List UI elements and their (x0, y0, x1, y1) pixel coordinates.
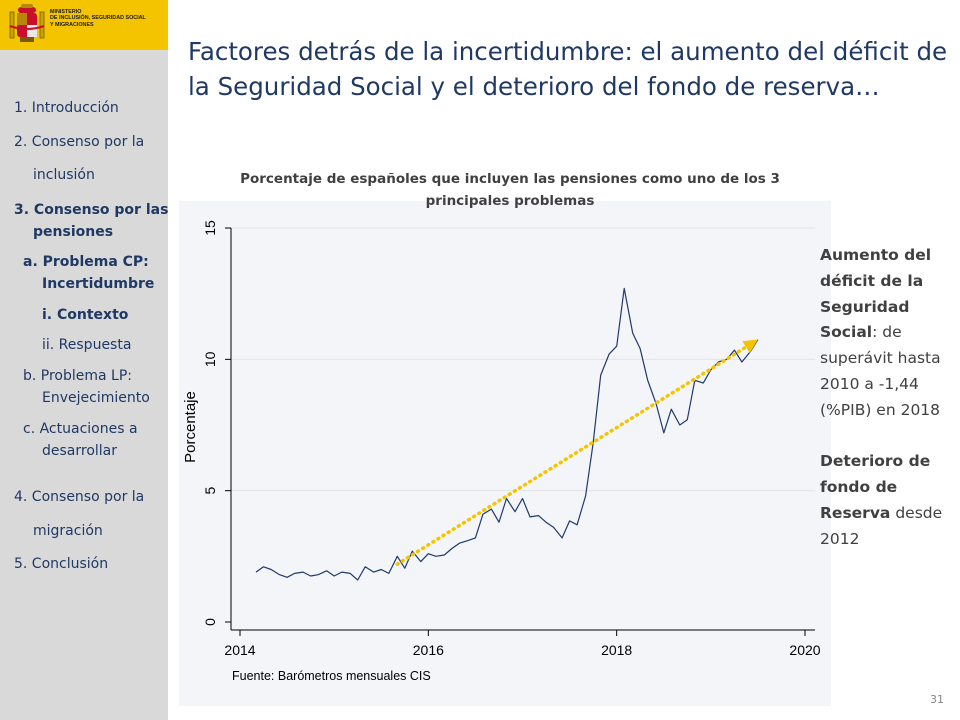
deficit-note-text: : de superávit hasta 2010 a -1,44 (%PIB)… (820, 323, 941, 419)
chart-background (179, 201, 831, 706)
y-tick-label-15: 15 (202, 220, 218, 236)
y-tick-label-5: 5 (202, 487, 218, 495)
x-tick-label-2020: 2020 (789, 642, 820, 658)
chart-ticks: 0 5 10 15 2014 2016 2018 2020 (202, 220, 821, 658)
nav-item-consenso-pensiones-cont[interactable]: pensiones (33, 224, 114, 240)
x-tick-label-2018: 2018 (601, 642, 632, 658)
nav-item-respuesta[interactable]: ii. Respuesta (42, 337, 132, 353)
sidebar: MINISTERIO DE INCLUSIÓN, SEGURIDAD SOCIA… (0, 0, 168, 720)
coat-of-arms-icon (9, 4, 45, 42)
x-tick-label-2014: 2014 (224, 642, 255, 658)
nav-item-problema-cp-cont[interactable]: Incertidumbre (42, 276, 155, 292)
ministry-logo: MINISTERIO DE INCLUSIÓN, SEGURIDAD SOCIA… (0, 0, 168, 50)
nav-item-problema-cp[interactable]: a. Problema CP: (23, 254, 149, 270)
y-axis-label: Porcentaje (182, 391, 199, 463)
slide-number: 31 (930, 693, 944, 706)
chart-axes (230, 228, 815, 631)
nav-item-problema-lp-cont[interactable]: Envejecimiento (42, 390, 150, 406)
trend-arrow-head (742, 339, 758, 353)
deficit-note: Aumento del déficit de la Seguridad Soci… (820, 243, 950, 424)
slide-title: Factores detrás de la incertidumbre: el … (188, 37, 948, 101)
reserve-note: Deterioro de fondo de Reserva desde 2012 (820, 449, 950, 552)
chart-title: Porcentaje de españoles que incluyen las… (240, 171, 780, 209)
nav-item-consenso-pensiones[interactable]: 3. Consenso por las (14, 202, 169, 218)
trend-arrow-line (395, 345, 748, 566)
side-note: Aumento del déficit de la Seguridad Soci… (820, 243, 950, 553)
deficit-note-bold: Aumento del déficit de la Seguridad Soci… (820, 246, 932, 342)
reserve-note-bold: Deterioro de fondo de Reserva (820, 452, 931, 522)
reserve-note-text: desde 2012 (820, 503, 943, 548)
ministry-name: MINISTERIO DE INCLUSIÓN, SEGURIDAD SOCIA… (50, 9, 146, 28)
chart-series (255, 287, 759, 581)
nav-item-consenso-migracion[interactable]: 4. Consenso por la (14, 489, 145, 505)
nav-item-actuaciones-cont[interactable]: desarrollar (42, 443, 118, 459)
nav-item-problema-lp[interactable]: b. Problema LP: (23, 368, 133, 384)
nav-item-consenso-inclusion-cont[interactable]: inclusión (33, 167, 95, 183)
nav-item-contexto[interactable]: i. Contexto (42, 307, 129, 323)
nav-item-consenso-migracion-cont[interactable]: migración (33, 523, 103, 539)
chart-source: Fuente: Barómetros mensuales CIS (232, 669, 431, 683)
nav-item-actuaciones[interactable]: c. Actuaciones a (23, 421, 138, 437)
chart-grid (231, 227, 815, 492)
chart-trend (395, 339, 758, 566)
nav-item-introduccion[interactable]: 1. Introducción (14, 100, 119, 116)
x-tick-label-2016: 2016 (413, 642, 444, 658)
series-line-0 (255, 287, 759, 581)
nav-item-conclusion[interactable]: 5. Conclusión (14, 556, 109, 572)
y-tick-label-10: 10 (202, 351, 218, 367)
nav-item-consenso-inclusion[interactable]: 2. Consenso por la (14, 134, 145, 150)
y-tick-label-0: 0 (202, 618, 218, 626)
